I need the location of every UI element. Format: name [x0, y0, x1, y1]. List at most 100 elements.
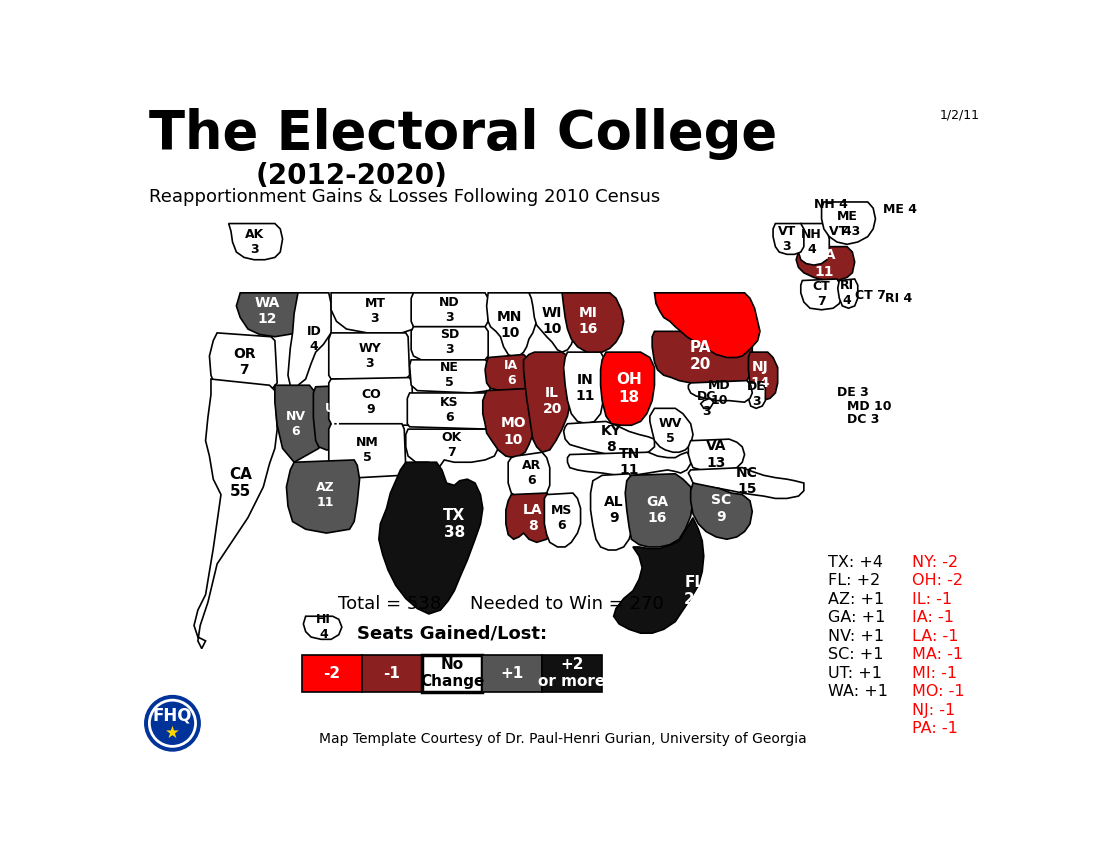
- Text: ND
3: ND 3: [440, 295, 460, 323]
- Polygon shape: [331, 293, 418, 333]
- Text: (2012-2020): (2012-2020): [256, 162, 447, 190]
- Polygon shape: [408, 393, 492, 429]
- Polygon shape: [650, 408, 693, 453]
- Text: MD 10: MD 10: [847, 400, 891, 413]
- Text: MN
10: MN 10: [497, 310, 522, 340]
- Polygon shape: [529, 293, 577, 352]
- Text: CO
9: CO 9: [362, 388, 381, 416]
- Text: VT
3: VT 3: [778, 225, 796, 253]
- Polygon shape: [799, 223, 830, 265]
- Polygon shape: [523, 352, 573, 453]
- Text: NH 4: NH 4: [814, 198, 847, 211]
- Text: IL
20: IL 20: [543, 385, 562, 416]
- Polygon shape: [701, 398, 713, 408]
- Text: WA
12: WA 12: [255, 296, 280, 326]
- Text: FL: +2: FL: +2: [828, 573, 880, 588]
- Text: SD
3: SD 3: [440, 328, 459, 356]
- Polygon shape: [329, 424, 406, 481]
- Text: NY
29: NY 29: [766, 309, 789, 341]
- Polygon shape: [625, 474, 693, 547]
- Text: No
Change: No Change: [420, 657, 485, 689]
- Text: GA: +1: GA: +1: [828, 610, 885, 625]
- Bar: [422, 655, 482, 692]
- Text: WA: +1: WA: +1: [828, 684, 888, 700]
- Polygon shape: [506, 493, 556, 543]
- Polygon shape: [590, 474, 636, 550]
- Text: NJ: -1: NJ: -1: [912, 703, 955, 717]
- Text: AZ: +1: AZ: +1: [828, 592, 884, 607]
- Text: -1: -1: [384, 666, 400, 681]
- Polygon shape: [544, 493, 580, 547]
- Text: RI 4: RI 4: [886, 292, 913, 305]
- Polygon shape: [600, 352, 655, 425]
- Text: KY
8: KY 8: [601, 424, 622, 454]
- Text: VT 3: VT 3: [830, 225, 861, 238]
- Polygon shape: [329, 378, 413, 425]
- Polygon shape: [275, 385, 319, 462]
- Text: KS
6: KS 6: [441, 396, 459, 424]
- Polygon shape: [801, 279, 842, 310]
- Polygon shape: [487, 293, 536, 357]
- Text: SC: +1: SC: +1: [828, 647, 884, 662]
- Text: NY: -2: NY: -2: [912, 555, 958, 570]
- Bar: [362, 655, 422, 692]
- Polygon shape: [508, 453, 550, 496]
- Polygon shape: [773, 223, 803, 255]
- Text: MA: -1: MA: -1: [912, 647, 963, 662]
- Text: NC
15: NC 15: [736, 465, 758, 496]
- Polygon shape: [652, 331, 753, 383]
- Text: NJ
14: NJ 14: [751, 360, 769, 391]
- Text: ★: ★: [165, 723, 180, 741]
- Text: IA: -1: IA: -1: [912, 610, 954, 625]
- Polygon shape: [379, 462, 482, 614]
- Polygon shape: [655, 293, 761, 357]
- Polygon shape: [303, 616, 342, 639]
- Text: NV: +1: NV: +1: [828, 629, 884, 644]
- Polygon shape: [688, 380, 753, 402]
- Polygon shape: [482, 388, 542, 458]
- Polygon shape: [411, 293, 488, 327]
- Text: DC 3: DC 3: [847, 413, 879, 425]
- Text: The Electoral College: The Electoral College: [149, 108, 777, 160]
- Text: CT
7: CT 7: [812, 280, 831, 308]
- Text: DE 3: DE 3: [837, 386, 868, 399]
- Text: HI
4: HI 4: [315, 613, 331, 641]
- Text: LA: -1: LA: -1: [912, 629, 958, 644]
- Text: IN
11: IN 11: [576, 374, 595, 403]
- Text: Map Template Courtesy of Dr. Paul-Henri Gurian, University of Georgia: Map Template Courtesy of Dr. Paul-Henri …: [319, 733, 807, 746]
- Text: MO: -1: MO: -1: [912, 684, 964, 700]
- Text: VA
13: VA 13: [706, 440, 726, 469]
- Bar: [302, 655, 362, 692]
- Polygon shape: [748, 383, 765, 408]
- Polygon shape: [288, 293, 331, 385]
- Text: +2
or more: +2 or more: [539, 657, 606, 689]
- Text: CT 7: CT 7: [855, 290, 886, 302]
- Text: -2: -2: [323, 666, 341, 681]
- Text: UT
6: UT 6: [325, 402, 344, 430]
- Polygon shape: [410, 360, 492, 393]
- Text: LA
8: LA 8: [523, 503, 543, 533]
- Polygon shape: [313, 385, 356, 450]
- Text: OK
7: OK 7: [442, 430, 462, 458]
- Text: AL
9: AL 9: [603, 495, 623, 525]
- Polygon shape: [837, 279, 857, 308]
- Text: MT
3: MT 3: [365, 297, 386, 325]
- Text: RI
4: RI 4: [840, 278, 854, 306]
- Circle shape: [145, 695, 200, 751]
- Text: MO
10: MO 10: [501, 416, 526, 447]
- Bar: [482, 655, 542, 692]
- Text: Reapportionment Gains & Losses Following 2010 Census: Reapportionment Gains & Losses Following…: [149, 188, 660, 206]
- Text: OH
18: OH 18: [617, 372, 642, 404]
- Text: ME
4: ME 4: [836, 210, 857, 238]
- Text: MI
16: MI 16: [578, 306, 598, 336]
- Text: NH
4: NH 4: [801, 228, 822, 256]
- Text: SC
9: SC 9: [711, 493, 732, 524]
- Bar: [542, 655, 602, 692]
- Polygon shape: [564, 352, 606, 424]
- Text: WI
10: WI 10: [542, 306, 563, 336]
- Text: FL
29: FL 29: [684, 575, 706, 607]
- Text: AR
6: AR 6: [522, 459, 541, 487]
- Text: NE
5: NE 5: [441, 361, 459, 389]
- Text: NV
6: NV 6: [286, 410, 306, 438]
- Polygon shape: [406, 429, 498, 468]
